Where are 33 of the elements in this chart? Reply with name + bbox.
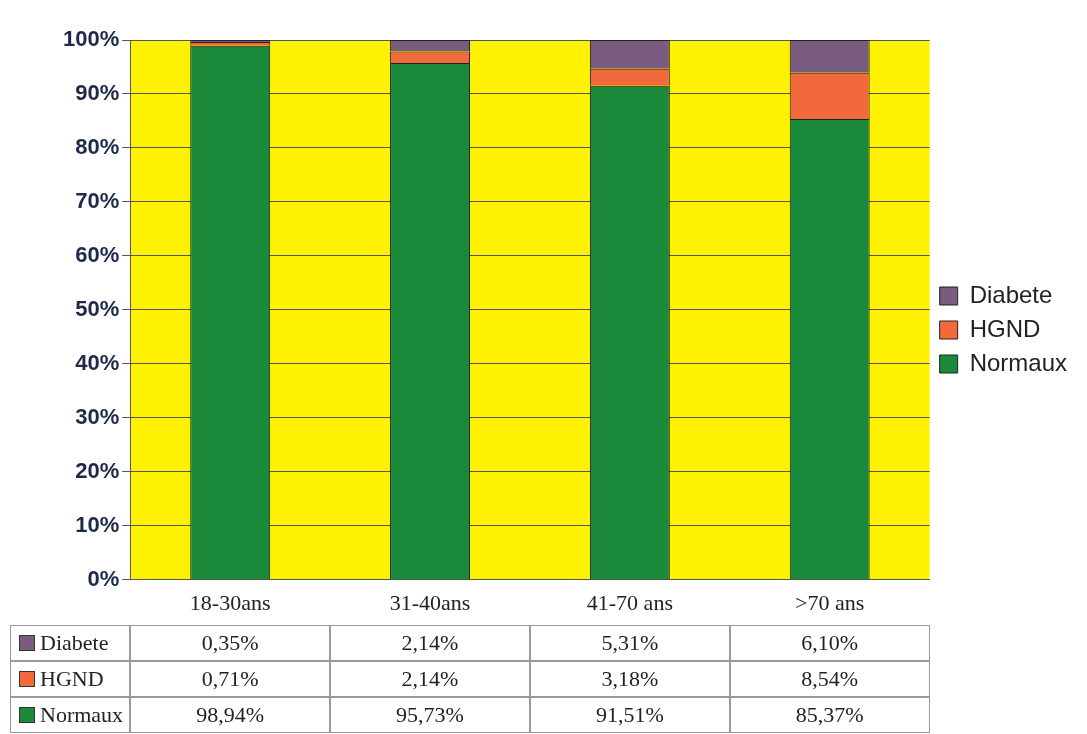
y-tick-label: 40% [75, 349, 120, 375]
x-tick-label: >70 ans [795, 589, 865, 615]
text: Diabete [40, 630, 109, 655]
y-tick-label: 60% [75, 241, 120, 267]
y-tick-label: 70% [75, 187, 120, 213]
data-label: 2,14% [330, 661, 530, 697]
legend-label: Normaux [969, 348, 1067, 376]
data-label: 95,73% [330, 697, 530, 733]
x-tick-label: 18-30ans [189, 589, 271, 615]
y-tick-label: 10% [75, 511, 120, 537]
data-label: 85,37% [729, 697, 930, 733]
y-tick-label: 20% [75, 457, 120, 483]
data-label: 98,94% [130, 697, 331, 733]
y-tick-label: 90% [75, 80, 120, 106]
data-label: 6,10% [729, 625, 930, 661]
legend-label: Diabete [969, 280, 1053, 308]
text: HGND [40, 666, 104, 691]
data-label: 0,35% [130, 625, 331, 661]
data-label: 0,71% [130, 661, 331, 697]
y-tick-label: 100% [62, 26, 120, 52]
y-tick-label: 80% [75, 133, 120, 159]
y-tick-label: 30% [75, 403, 120, 429]
data-label: 2,14% [330, 625, 530, 661]
x-tick-label: 31-40ans [389, 589, 471, 615]
y-tick-label: 50% [75, 295, 120, 321]
data-label: 5,31% [529, 625, 730, 661]
data-label: 91,51% [529, 697, 730, 733]
legend-label: HGND [969, 314, 1041, 342]
x-tick-label: 41-70 ans [586, 589, 673, 615]
data-label: 8,54% [729, 661, 930, 697]
y-tick-label: 0% [87, 565, 120, 591]
text: Normaux [40, 702, 124, 727]
data-label: 3,18% [529, 661, 730, 697]
